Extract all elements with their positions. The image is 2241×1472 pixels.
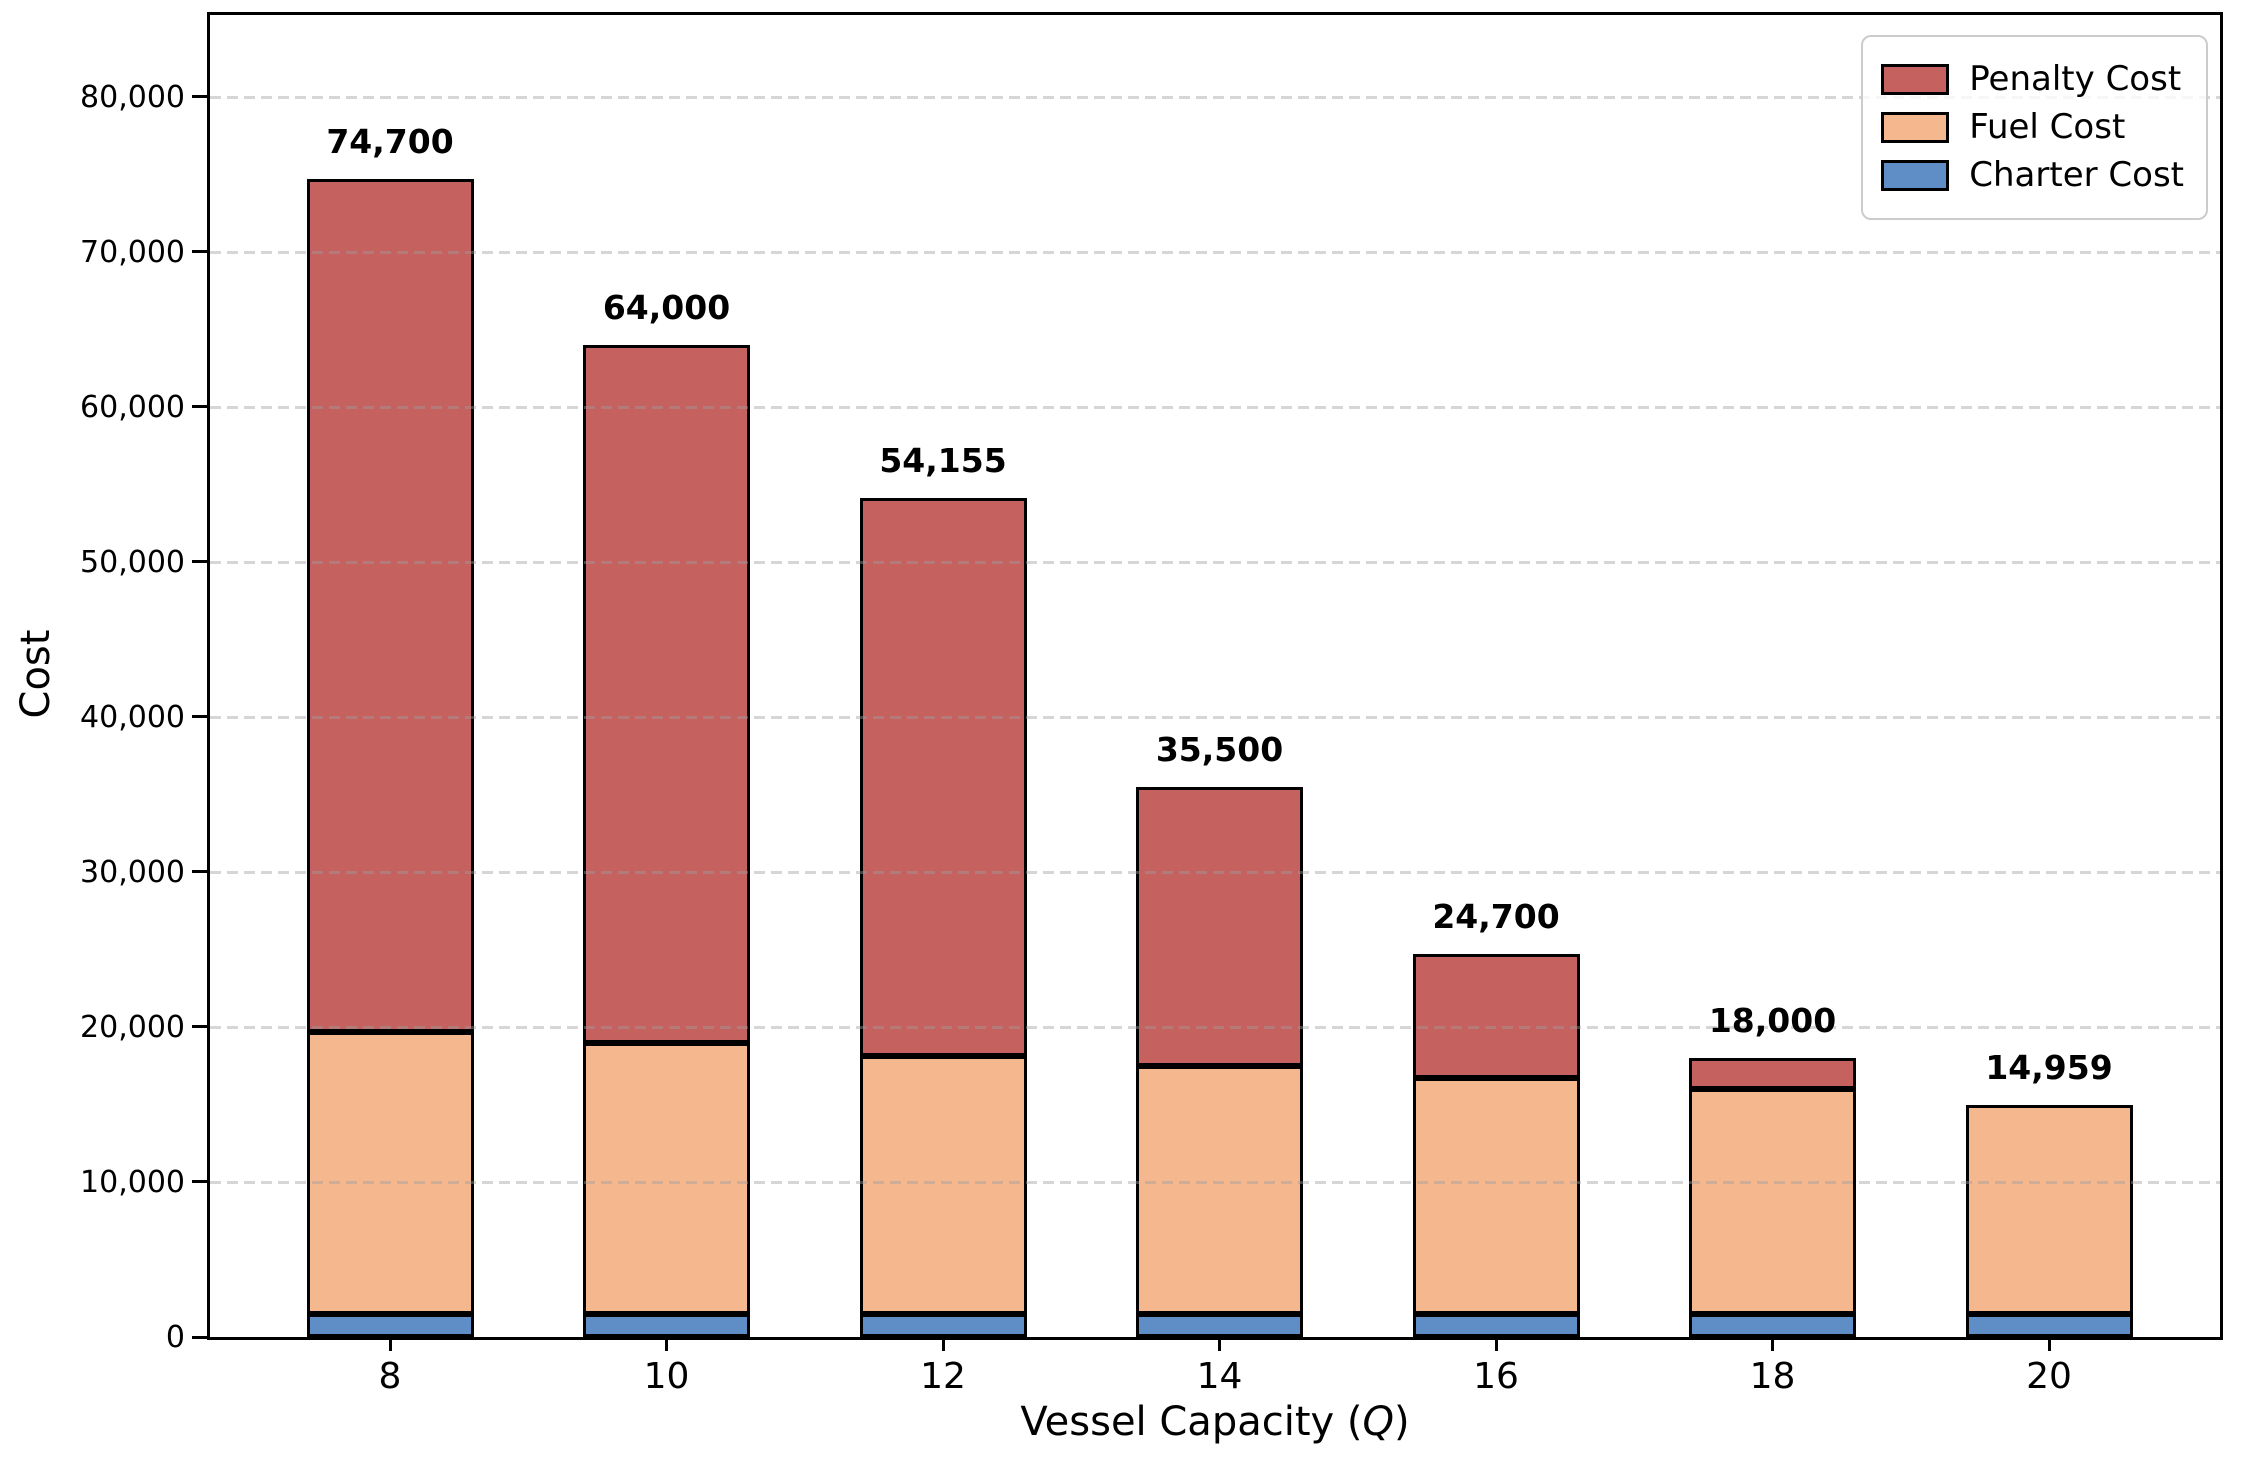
bar-segment-fuel-cost [306, 1031, 474, 1314]
y-tick [192, 870, 207, 874]
x-tick [1771, 1337, 1774, 1351]
y-tick-label: 0 [165, 1320, 185, 1355]
bar-segment-charter-cost [859, 1313, 1027, 1337]
bar-total-label: 64,000 [602, 287, 731, 327]
legend-label: Penalty Cost [1969, 59, 2182, 99]
x-tick [2047, 1337, 2051, 1351]
legend-swatch [1881, 112, 1950, 144]
y-tick [192, 560, 207, 564]
bar-total-label: 35,500 [1155, 729, 1284, 769]
y-tick-label: 80,000 [80, 79, 185, 115]
y-tick [192, 250, 207, 254]
y-tick [192, 95, 207, 99]
legend-swatch [1881, 64, 1950, 96]
bar-total-label: 24,700 [1432, 897, 1560, 937]
y-tick [192, 715, 207, 719]
x-tick [1494, 1337, 1498, 1351]
legend-item: Charter Cost [1881, 156, 2184, 195]
bar-segment-penalty-cost [1689, 1058, 1856, 1089]
x-tick-label: 14 [1196, 1356, 1243, 1397]
bar-segment-penalty-cost [306, 179, 474, 1032]
y-tick-label: 40,000 [80, 699, 185, 735]
y-tick [192, 1025, 207, 1029]
legend-label: Charter Cost [1969, 155, 2184, 196]
y-tick-label: 70,000 [80, 234, 185, 270]
y-tick-label: 50,000 [80, 544, 185, 580]
y-tick-label: 10,000 [80, 1164, 185, 1200]
bar-segment-penalty-cost [1136, 786, 1303, 1066]
bar-segment-fuel-cost [1689, 1089, 1856, 1314]
bar-segment-charter-cost [583, 1313, 750, 1337]
bar-segment-fuel-cost [1136, 1065, 1303, 1314]
gridline [210, 715, 2220, 719]
y-axis-title: Cost [13, 629, 59, 719]
x-tick-label: 8 [378, 1356, 402, 1397]
legend-item: Fuel Cost [1881, 107, 2184, 148]
x-axis-title-prefix: Vessel Capacity ( [1020, 1399, 1363, 1445]
gridline [210, 560, 2220, 564]
x-tick [388, 1337, 392, 1351]
y-tick [192, 1335, 207, 1339]
x-tick [941, 1337, 945, 1351]
bar-segment-penalty-cost [583, 345, 750, 1043]
bar-segment-charter-cost [1965, 1313, 2133, 1337]
y-tick-label: 30,000 [80, 854, 185, 890]
bar-segment-fuel-cost [859, 1055, 1027, 1314]
bar-total-label: 54,155 [879, 440, 1007, 480]
bar-total-label: 74,700 [326, 122, 454, 162]
x-axis-title-suffix: ) [1393, 1399, 1410, 1445]
x-tick-label: 18 [1749, 1356, 1796, 1397]
bar-total-label: 18,000 [1708, 1000, 1837, 1040]
bar-segment-charter-cost [1136, 1313, 1303, 1337]
x-tick-label: 12 [920, 1356, 966, 1397]
x-tick [1218, 1337, 1221, 1351]
y-tick-label: 60,000 [80, 389, 185, 425]
x-tick [665, 1337, 668, 1351]
bar-segment-fuel-cost [1965, 1105, 2133, 1314]
y-tick [192, 405, 207, 409]
bar-total-label: 14,959 [1985, 1048, 2113, 1088]
bar-segment-fuel-cost [1412, 1078, 1580, 1314]
x-tick-label: 10 [643, 1356, 690, 1397]
legend-item: Penalty Cost [1881, 59, 2184, 99]
bar-segment-charter-cost [1689, 1313, 1856, 1337]
gridline [210, 250, 2220, 254]
legend-label: Fuel Cost [1969, 107, 2126, 148]
x-axis-title-variable: Q [1362, 1399, 1394, 1445]
bar-segment-penalty-cost [859, 497, 1027, 1056]
x-axis-title: Vessel Capacity (Q) [715, 1398, 1715, 1446]
bar-segment-fuel-cost [583, 1042, 750, 1314]
legend-swatch [1881, 160, 1950, 192]
plot-area: Penalty Cost Fuel Cost Charter Cost [207, 12, 2223, 1340]
legend: Penalty Cost Fuel Cost Charter Cost [1861, 35, 2208, 221]
bar-segment-penalty-cost [1412, 954, 1580, 1079]
bar-segment-charter-cost [306, 1313, 474, 1337]
x-tick-label: 16 [1473, 1356, 1519, 1397]
y-tick [192, 1180, 207, 1184]
bar-segment-charter-cost [1412, 1313, 1580, 1337]
x-tick-label: 20 [2026, 1356, 2072, 1397]
gridline [210, 405, 2220, 409]
y-tick-label: 20,000 [80, 1009, 185, 1045]
